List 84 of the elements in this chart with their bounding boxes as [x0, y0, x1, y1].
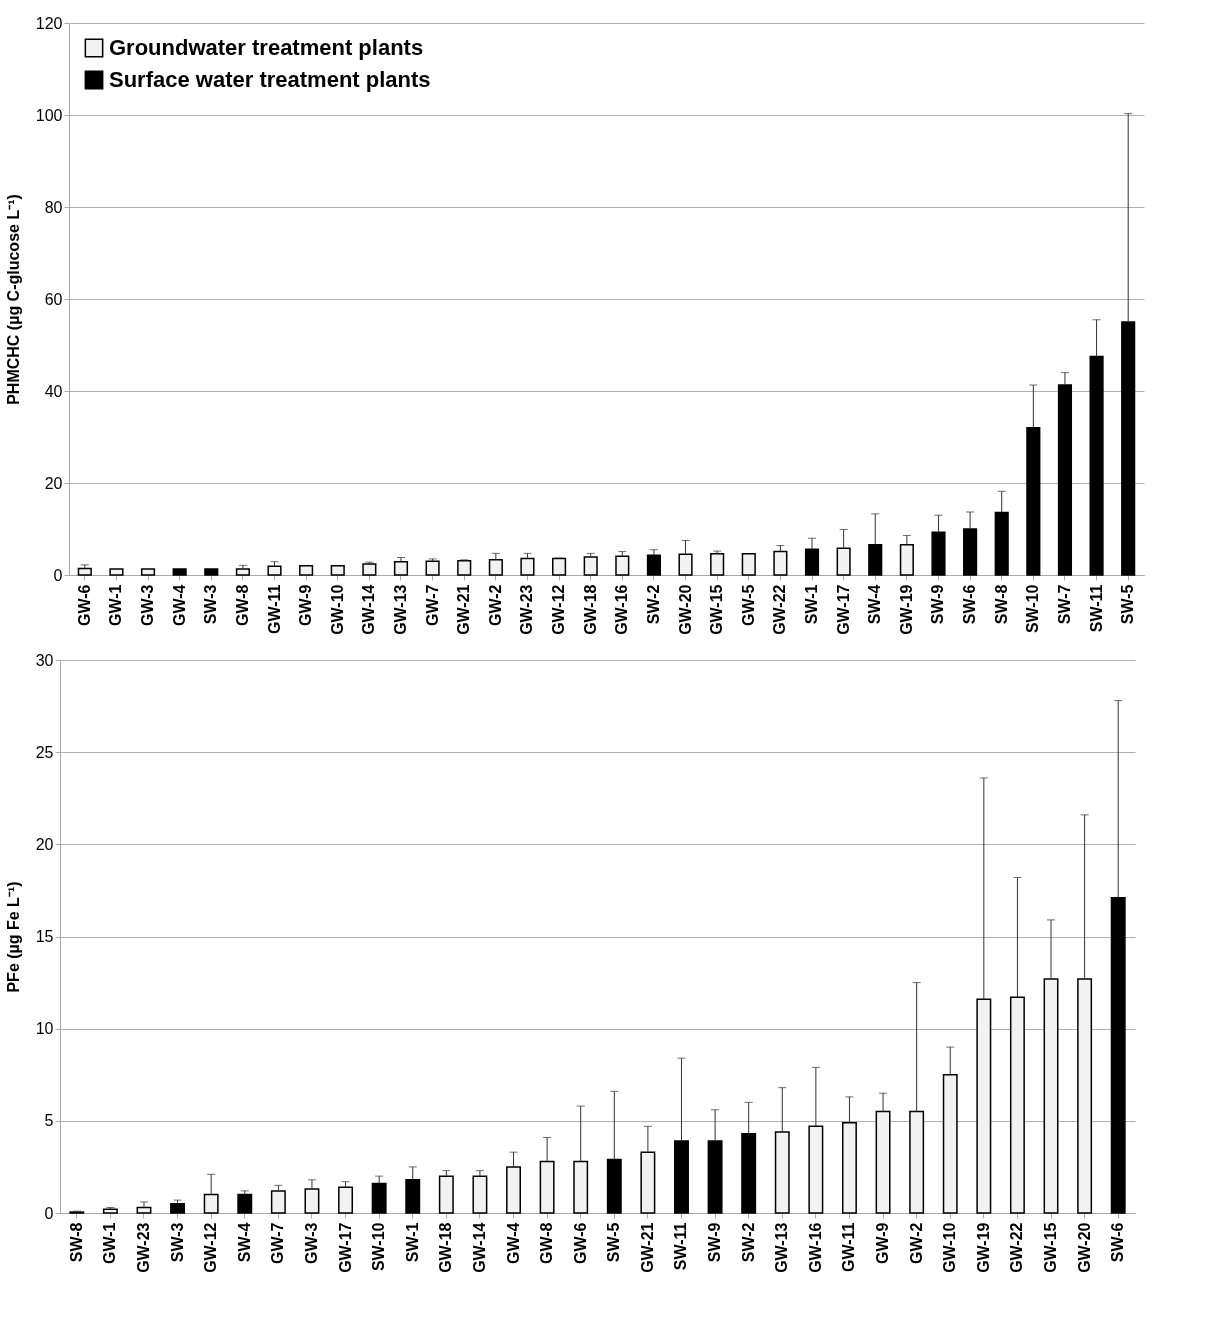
x-tick-label: GW-19 — [897, 584, 915, 635]
x-tick-label: GW-13 — [773, 1222, 791, 1273]
x-tick-label: GW-10 — [328, 584, 346, 635]
legend-label: Surface water treatment plants — [109, 67, 431, 92]
x-tick-label: SW-10 — [1024, 584, 1042, 634]
x-tick-label: GW-17 — [834, 584, 852, 635]
y-tick-label: 80 — [44, 198, 63, 216]
x-tick-label: GW-8 — [538, 1222, 556, 1264]
x-tick-label: GW-12 — [550, 584, 568, 635]
x-tick-label: GW-21 — [455, 584, 473, 635]
x-tick-label: GW-1 — [107, 584, 125, 626]
x-tick-label: GW-22 — [1008, 1222, 1026, 1273]
x-tick-label: GW-13 — [391, 584, 409, 635]
x-tick-label: GW-15 — [1042, 1222, 1060, 1273]
y-tick-label: 15 — [35, 928, 54, 945]
y-tick-label: 40 — [44, 382, 63, 400]
x-tick-label: SW-8 — [67, 1222, 85, 1263]
x-tick-label: GW-8 — [233, 584, 251, 626]
x-tick-label: SW-2 — [739, 1222, 757, 1263]
legend-label: Groundwater treatment plants — [109, 35, 424, 60]
x-tick-label: GW-23 — [518, 584, 536, 635]
x-tick-label: GW-19 — [974, 1222, 992, 1273]
y-axis-title: PFe (µg Fe L⁻¹) — [4, 881, 22, 993]
x-tick-label: SW-3 — [202, 584, 220, 625]
x-tick-label: SW-3 — [168, 1222, 186, 1263]
x-tick-label: GW-20 — [1075, 1222, 1093, 1273]
x-tick-label: GW-10 — [941, 1222, 959, 1273]
y-tick-label: 100 — [35, 106, 63, 124]
x-tick-label: GW-9 — [297, 584, 315, 626]
y-tick-label: 60 — [44, 290, 63, 308]
x-tick-label: SW-11 — [1087, 584, 1105, 633]
x-tick-label: GW-22 — [771, 584, 789, 635]
x-tick-label: GW-9 — [874, 1222, 892, 1264]
x-tick-label: GW-7 — [423, 584, 441, 626]
x-tick-label: SW-6 — [961, 584, 979, 625]
x-tick-label: GW-6 — [571, 1222, 589, 1264]
x-tick-label: GW-17 — [336, 1222, 354, 1273]
x-tick-label: GW-14 — [360, 584, 378, 635]
x-tick-label: GW-23 — [134, 1222, 152, 1273]
x-tick-label: GW-3 — [139, 584, 157, 626]
x-tick-label: SW-9 — [929, 584, 947, 625]
y-axis-title: PHMCHC (µg C-glucose L⁻¹) — [4, 194, 22, 405]
y-tick-label: 0 — [44, 1204, 54, 1222]
x-tick-label: GW-2 — [486, 584, 504, 626]
x-tick-label: GW-11 — [840, 1222, 858, 1272]
x-tick-label: GW-15 — [708, 584, 726, 635]
x-tick-label: SW-1 — [803, 584, 821, 625]
x-tick-label: SW-4 — [235, 1222, 253, 1263]
x-tick-label: GW-7 — [269, 1222, 287, 1264]
x-tick-label: GW-20 — [676, 584, 694, 635]
x-tick-label: SW-1 — [403, 1222, 421, 1263]
x-tick-label: SW-2 — [644, 584, 662, 625]
x-tick-label: GW-2 — [907, 1222, 925, 1264]
x-tick-label: SW-5 — [605, 1222, 623, 1263]
x-tick-label: GW-4 — [504, 1222, 522, 1264]
x-tick-label: GW-1 — [101, 1222, 119, 1264]
x-tick-label: SW-11 — [672, 1222, 690, 1271]
x-tick-label: GW-14 — [470, 1222, 488, 1273]
x-tick-label: GW-18 — [581, 584, 599, 635]
x-tick-label: GW-12 — [202, 1222, 220, 1273]
x-tick-label: GW-3 — [302, 1222, 320, 1264]
x-tick-label: GW-6 — [75, 584, 93, 626]
x-tick-label: GW-16 — [806, 1222, 824, 1273]
x-tick-label: GW-11 — [265, 584, 283, 634]
x-tick-label: GW-5 — [739, 584, 757, 626]
x-tick-label: GW-4 — [170, 584, 188, 626]
y-tick-label: 10 — [35, 1020, 54, 1038]
x-tick-label: SW-10 — [370, 1222, 388, 1272]
y-tick-label: 5 — [44, 1112, 54, 1130]
x-tick-label: SW-8 — [992, 584, 1010, 625]
y-tick-label: 25 — [35, 743, 54, 761]
y-tick-label: 20 — [44, 474, 63, 492]
x-tick-label: SW-9 — [706, 1222, 724, 1263]
y-tick-label: 30 — [35, 651, 54, 669]
y-tick-label: 20 — [35, 835, 54, 853]
y-tick-label: 120 — [35, 14, 63, 32]
x-tick-label: SW-4 — [866, 584, 884, 625]
x-tick-label: GW-21 — [638, 1222, 656, 1273]
x-tick-label: GW-18 — [437, 1222, 455, 1273]
x-tick-label: SW-5 — [1119, 584, 1137, 625]
x-tick-label: GW-16 — [613, 584, 631, 635]
y-tick-label: 0 — [53, 566, 63, 584]
x-tick-label: SW-7 — [1055, 584, 1073, 625]
x-tick-label: SW-6 — [1109, 1222, 1127, 1263]
